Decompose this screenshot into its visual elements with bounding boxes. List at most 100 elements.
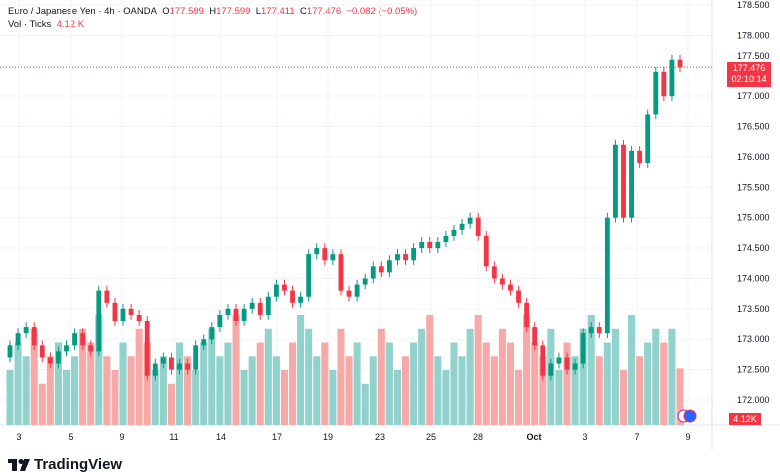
volume-bar bbox=[676, 368, 684, 425]
volume-bar bbox=[458, 356, 466, 425]
volume-bar bbox=[71, 356, 79, 425]
volume-bar bbox=[652, 328, 660, 425]
volume-bar bbox=[224, 342, 232, 425]
volume-bar bbox=[587, 315, 595, 425]
volume-bar bbox=[46, 356, 54, 425]
candle-body bbox=[653, 71, 659, 115]
x-tick-label: 28 bbox=[473, 432, 483, 442]
volume-bar bbox=[95, 315, 103, 425]
candle-body bbox=[516, 290, 521, 303]
volume-bar bbox=[636, 356, 644, 425]
candle-body bbox=[370, 266, 376, 279]
candle-body bbox=[217, 314, 223, 328]
volume-bar bbox=[30, 328, 38, 425]
candle-body bbox=[491, 266, 497, 279]
tradingview-logo[interactable]: TradingView bbox=[8, 456, 122, 473]
candle-body bbox=[459, 223, 465, 230]
candle-body bbox=[621, 144, 626, 218]
volume-bar bbox=[369, 356, 377, 425]
last-volume-tag: 4.12K bbox=[729, 413, 761, 425]
x-tick-label: 17 bbox=[272, 432, 282, 442]
volume-bar bbox=[272, 356, 280, 425]
volume-bar bbox=[385, 342, 393, 425]
y-tick-label: 178.500 bbox=[737, 0, 770, 10]
price-chart[interactable]: 178.500 178.000 177.500 177.000 176.500 176.0… bbox=[0, 0, 780, 450]
volume-bar bbox=[571, 356, 579, 425]
volume-bar bbox=[111, 370, 119, 425]
candle-body bbox=[338, 254, 344, 291]
volume-bar bbox=[466, 328, 474, 425]
candle-body bbox=[604, 217, 610, 334]
volume-bar bbox=[410, 342, 418, 425]
open-label: O bbox=[162, 6, 170, 17]
volume-label[interactable]: Vol · Ticks bbox=[8, 19, 52, 30]
x-tick-label: 25 bbox=[426, 432, 436, 442]
candle-body bbox=[273, 284, 279, 297]
tradingview-logo-icon bbox=[8, 458, 30, 471]
volume-bar bbox=[595, 356, 603, 425]
x-tick-label: 14 bbox=[216, 432, 226, 442]
candle-body bbox=[298, 296, 304, 303]
volume-bar bbox=[603, 342, 611, 425]
volume-bar bbox=[418, 328, 426, 425]
candle-body bbox=[104, 290, 110, 303]
symbol-title[interactable]: Euro / Japanese Yen · 4h · OANDA bbox=[8, 6, 157, 17]
volume-bar bbox=[256, 342, 264, 425]
volume-bar bbox=[192, 370, 200, 425]
y-tick-label: 176.500 bbox=[737, 122, 770, 132]
candle-body bbox=[645, 114, 651, 164]
candle-body bbox=[282, 284, 287, 291]
volume-bar bbox=[353, 342, 361, 425]
candle-body bbox=[201, 339, 207, 346]
volume-bar bbox=[498, 328, 506, 425]
candle-body bbox=[265, 296, 271, 315]
volume-bar bbox=[280, 370, 288, 425]
volume-bar bbox=[611, 328, 619, 425]
volume-bar bbox=[539, 356, 547, 425]
candle-body bbox=[177, 363, 182, 370]
volume-bar bbox=[232, 315, 240, 425]
y-tick-label: 173.500 bbox=[737, 304, 770, 314]
volume-bar bbox=[216, 356, 224, 425]
candle-body bbox=[144, 321, 150, 376]
candle-body bbox=[31, 327, 37, 346]
volume-bar bbox=[184, 356, 192, 425]
bar-countdown: 02:10:14 bbox=[731, 74, 767, 84]
volume-bar bbox=[288, 342, 297, 425]
volume-bar bbox=[200, 342, 208, 425]
volume-bar bbox=[127, 356, 135, 425]
candle-body bbox=[467, 217, 473, 224]
candle-body bbox=[532, 327, 538, 346]
candle-body bbox=[160, 357, 166, 364]
volume-bar bbox=[159, 356, 167, 425]
candle-body bbox=[572, 363, 578, 370]
candle-body bbox=[548, 363, 554, 376]
close-label: C bbox=[299, 6, 307, 17]
x-tick-label: 7 bbox=[634, 432, 639, 442]
volume-bar bbox=[208, 328, 216, 425]
volume-bar bbox=[579, 328, 587, 425]
close-value: 177.476 bbox=[306, 6, 342, 17]
volume-bar bbox=[506, 342, 515, 425]
volume-bar bbox=[240, 370, 248, 425]
candle-body bbox=[306, 254, 312, 297]
candle-body bbox=[120, 308, 126, 322]
candle-body bbox=[80, 333, 86, 346]
candle-body bbox=[257, 302, 263, 315]
candle-body bbox=[128, 308, 134, 315]
x-tick-label: 3 bbox=[582, 432, 587, 442]
volume-bar bbox=[135, 328, 143, 425]
economic-event-icon bbox=[683, 409, 697, 423]
last-price: 177.476 bbox=[732, 63, 766, 73]
candle-body bbox=[39, 345, 45, 358]
volume-bar bbox=[79, 328, 87, 425]
candle-body bbox=[225, 308, 231, 315]
volume-bar bbox=[151, 370, 159, 425]
y-tick-label: 175.500 bbox=[737, 182, 770, 192]
candle-body bbox=[290, 290, 295, 303]
volume-row: Vol · Ticks 4.12 K bbox=[8, 18, 417, 31]
volume-bar bbox=[175, 342, 184, 425]
volume-bar bbox=[361, 383, 369, 425]
volume-bar bbox=[143, 342, 151, 425]
volume-bar bbox=[426, 315, 434, 425]
